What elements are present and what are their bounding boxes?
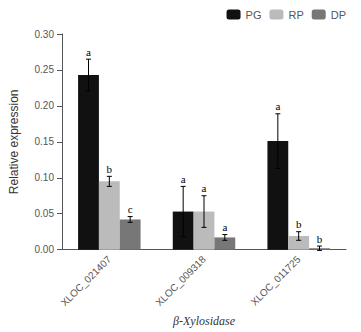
svg-text:b: b (107, 163, 113, 175)
svg-text:DP: DP (331, 9, 346, 21)
svg-text:XLOC_011725: XLOC_011725 (249, 253, 303, 307)
svg-text:0.15: 0.15 (35, 136, 55, 147)
svg-text:0.25: 0.25 (35, 64, 55, 75)
svg-text:0.10: 0.10 (35, 172, 55, 183)
svg-text:0.00: 0.00 (35, 244, 55, 255)
svg-text:0.30: 0.30 (35, 29, 55, 40)
svg-text:a: a (222, 221, 227, 233)
svg-text:RP: RP (288, 9, 303, 21)
svg-text:a: a (202, 182, 207, 194)
svg-text:a: a (86, 46, 91, 58)
svg-text:a: a (275, 100, 280, 112)
svg-text:XLOC_021407: XLOC_021407 (59, 253, 114, 308)
svg-text:β-Xylosidase: β-Xylosidase (172, 314, 236, 328)
svg-text:XLOC_009318: XLOC_009318 (153, 253, 208, 308)
svg-text:0.20: 0.20 (35, 100, 55, 111)
svg-text:b: b (317, 233, 323, 245)
svg-text:PG: PG (246, 9, 262, 21)
svg-text:a: a (181, 173, 186, 185)
svg-text:b: b (296, 218, 302, 230)
svg-text:0.05: 0.05 (35, 208, 55, 219)
svg-text:Relative expression: Relative expression (7, 89, 21, 194)
svg-text:c: c (128, 203, 133, 215)
